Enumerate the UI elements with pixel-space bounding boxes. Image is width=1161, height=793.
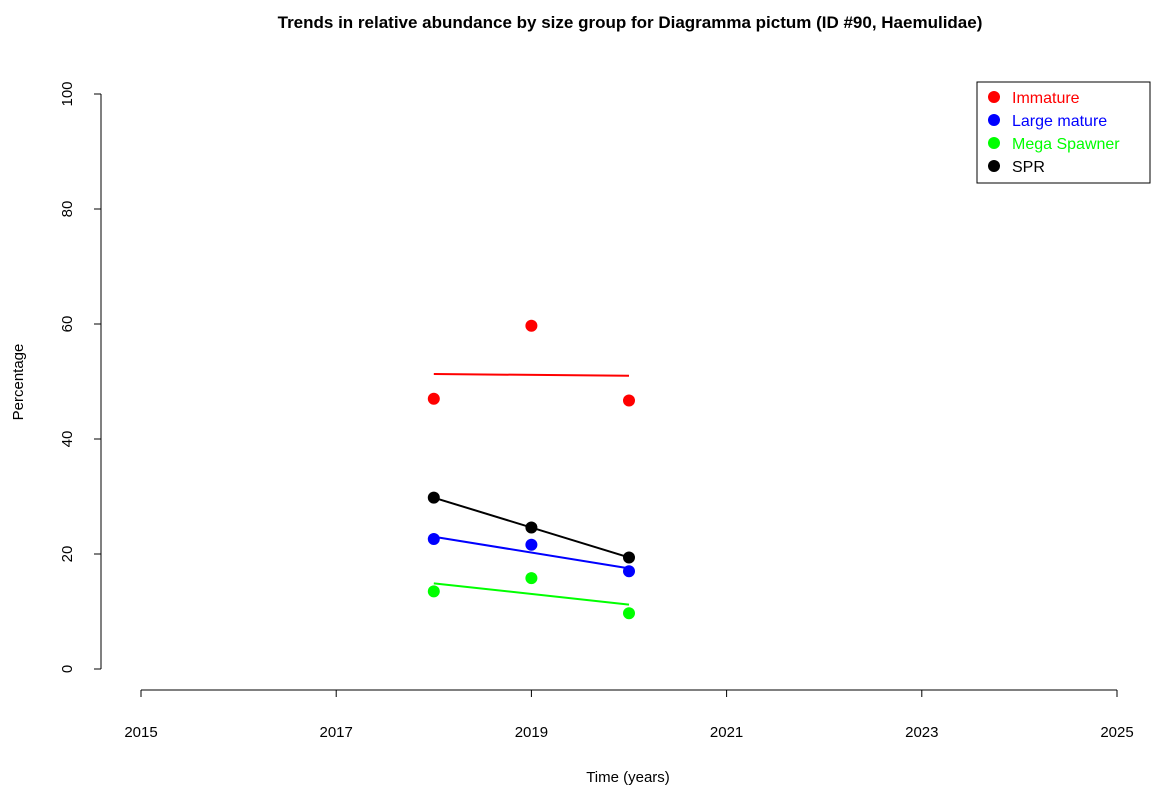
data-point bbox=[427, 491, 440, 504]
x-tick-label: 2017 bbox=[320, 724, 353, 741]
data-point bbox=[623, 551, 635, 564]
legend-marker bbox=[988, 137, 1000, 149]
legend: Immature Large mature Mega Spawner SPR bbox=[976, 81, 1151, 184]
legend-label: Immature bbox=[1012, 90, 1080, 107]
y-axis-label: Percentage bbox=[10, 344, 27, 421]
x-tick-label: 2023 bbox=[905, 724, 938, 741]
x-tick-label: 2019 bbox=[515, 724, 548, 741]
data-point bbox=[427, 585, 440, 598]
trend-line bbox=[433, 535, 630, 570]
y-tick-label: 40 bbox=[59, 431, 76, 448]
legend-label: SPR bbox=[1012, 159, 1045, 176]
legend-marker bbox=[988, 114, 1000, 126]
trend-line bbox=[433, 373, 630, 377]
x-axis: 2015 2017 2019 2021 2023 2025 bbox=[124, 689, 1134, 741]
data-point bbox=[427, 533, 440, 546]
data-point bbox=[623, 394, 635, 407]
data-point bbox=[525, 572, 538, 585]
y-tick-label: 60 bbox=[59, 316, 76, 333]
y-tick-label: 20 bbox=[59, 546, 76, 563]
chart-title: Trends in relative abundance by size gro… bbox=[278, 13, 983, 32]
legend-marker bbox=[988, 91, 1000, 103]
data-point bbox=[623, 607, 635, 620]
data-point bbox=[525, 538, 538, 551]
y-tick-label: 80 bbox=[59, 201, 76, 218]
legend-box bbox=[976, 81, 1151, 184]
y-tick-label: 0 bbox=[59, 665, 76, 673]
x-tick-label: 2015 bbox=[124, 724, 157, 741]
data-point bbox=[525, 521, 538, 534]
data-point bbox=[525, 319, 538, 332]
x-tick-label: 2021 bbox=[710, 724, 743, 741]
data-point bbox=[623, 565, 635, 578]
legend-label: Large mature bbox=[1012, 113, 1107, 130]
data-points bbox=[427, 319, 635, 620]
x-axis-label: Time (years) bbox=[586, 769, 670, 786]
y-axis: 0 20 40 60 80 100 bbox=[59, 81, 102, 673]
data-point bbox=[427, 392, 440, 405]
trend-line bbox=[433, 582, 630, 606]
trend-lines bbox=[433, 373, 630, 606]
x-tick-label: 2025 bbox=[1100, 724, 1133, 741]
legend-label: Mega Spawner bbox=[1012, 136, 1120, 153]
legend-marker bbox=[988, 160, 1000, 172]
y-tick-label: 100 bbox=[59, 81, 76, 106]
